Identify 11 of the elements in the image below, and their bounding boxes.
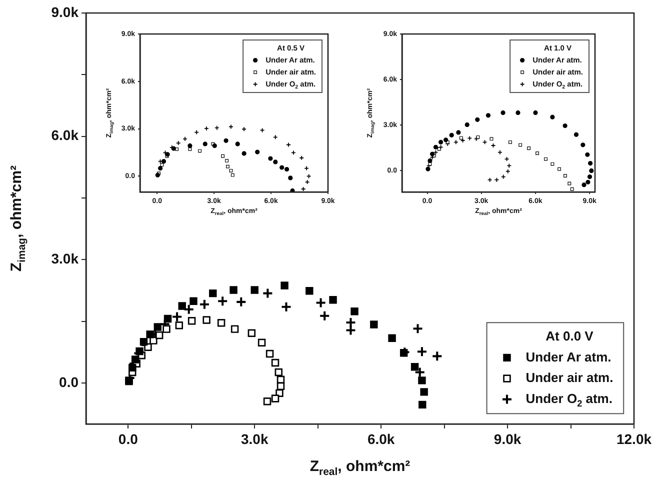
y-tick-label: 3.0k: [51, 250, 79, 266]
x-tick-label: 3.0k: [240, 430, 268, 447]
x-tick-label: 12.0k: [616, 430, 652, 447]
y-tick-label: 6.0k: [51, 127, 79, 144]
y-tick-label: 9.0k: [51, 4, 79, 20]
legend-label: Under Ar atm.: [526, 349, 612, 364]
x-tick-label: 9.0k: [494, 430, 522, 447]
y-axis-title: Zimag, ohm*cm²: [8, 165, 28, 272]
legend-label: Under air atm.: [526, 370, 614, 386]
y-tick-label: 0.0: [59, 374, 79, 390]
legend-title: At 0.0 V: [546, 328, 594, 344]
